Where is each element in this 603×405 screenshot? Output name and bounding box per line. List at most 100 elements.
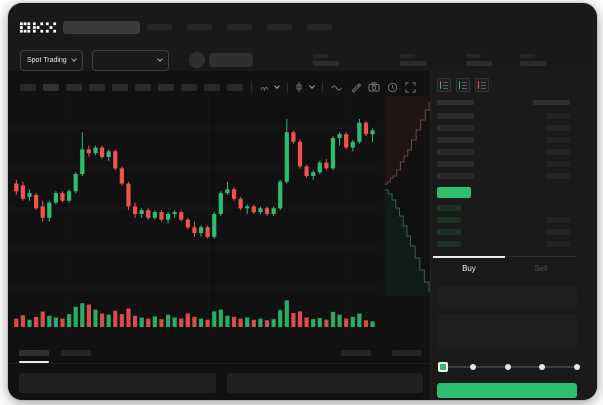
- market-type-dropdown[interactable]: Spot Trading: [20, 49, 83, 71]
- amount-percent-slider[interactable]: [438, 361, 580, 373]
- amount-placeholder: [546, 229, 570, 235]
- app-window: Spot Trading: [8, 3, 597, 400]
- orders-tabs: [8, 340, 430, 364]
- market-type-label: Spot Trading: [27, 56, 67, 64]
- toolbar-button-placeholder[interactable]: [227, 83, 243, 91]
- slider-stop-50[interactable]: [504, 364, 511, 370]
- ask-row[interactable]: [431, 158, 597, 170]
- tab-order-history[interactable]: [61, 349, 91, 356]
- candle-type-icon: [296, 82, 302, 92]
- toolbar-button-placeholder[interactable]: [43, 83, 59, 91]
- price-placeholder: [437, 113, 474, 119]
- orders-placeholder-left: [19, 373, 216, 393]
- nav-item-placeholder[interactable]: [307, 24, 332, 30]
- chevron-down-icon: [309, 83, 315, 89]
- price-placeholder: [437, 173, 474, 179]
- amount-placeholder: [546, 137, 570, 143]
- toolbar-button-placeholder[interactable]: [204, 83, 220, 91]
- candlestick-chart[interactable]: [8, 96, 430, 340]
- interval-dropdown[interactable]: [260, 83, 280, 92]
- bid-row[interactable]: [431, 238, 597, 250]
- okx-logo[interactable]: [20, 21, 57, 34]
- tab-option-right[interactable]: [392, 349, 422, 356]
- draw-tools-button[interactable]: [350, 82, 361, 93]
- slider-handle[interactable]: [438, 362, 448, 372]
- time-settings-button[interactable]: [387, 82, 398, 93]
- top-header: [8, 15, 597, 39]
- book-combined-icon[interactable]: [437, 78, 451, 92]
- amount-placeholder: [546, 217, 570, 223]
- orders-placeholder-right: [226, 373, 423, 393]
- fullscreen-button[interactable]: [405, 81, 416, 93]
- screenshot-button[interactable]: [368, 82, 380, 92]
- orders-area: [8, 364, 430, 393]
- bid-row[interactable]: [431, 226, 597, 238]
- slider-stop-75[interactable]: [539, 364, 546, 370]
- amount-input[interactable]: [437, 314, 577, 348]
- toolbar-button-placeholder[interactable]: [181, 83, 197, 91]
- sell-tab[interactable]: Sell: [534, 264, 548, 273]
- price-input[interactable]: [437, 286, 577, 307]
- orderbook-asks: [431, 110, 597, 182]
- bid-row[interactable]: [431, 214, 597, 226]
- tab-option-left[interactable]: [341, 349, 371, 356]
- ask-row[interactable]: [431, 110, 597, 122]
- slider-stop-25[interactable]: [469, 364, 476, 370]
- chevron-down-icon: [70, 56, 77, 62]
- candle-type-dropdown[interactable]: [296, 82, 315, 92]
- ask-row[interactable]: [431, 170, 597, 182]
- price-placeholder: [437, 217, 461, 223]
- toolbar-button-placeholder[interactable]: [89, 83, 105, 91]
- orderbook-header: [431, 92, 597, 105]
- draw-pencil-icon: [351, 82, 361, 93]
- amount-placeholder: [546, 113, 570, 119]
- chevron-down-icon: [156, 56, 163, 62]
- ask-row[interactable]: [431, 122, 597, 134]
- candlestick-chart-svg: [8, 96, 430, 334]
- toolbar-button-placeholder[interactable]: [66, 83, 82, 91]
- indicators-button[interactable]: [331, 83, 343, 92]
- price-placeholder: [437, 241, 461, 247]
- price-placeholder: [437, 161, 474, 167]
- buy-tab[interactable]: Buy: [462, 264, 476, 273]
- book-asks-icon[interactable]: [475, 78, 489, 92]
- sub-header: Spot Trading: [8, 49, 597, 71]
- pair-selector-dropdown[interactable]: [91, 49, 169, 71]
- price-placeholder: [437, 205, 461, 211]
- toolbar-divider: [287, 81, 288, 93]
- active-tab-indicator: [433, 256, 505, 258]
- buy-sell-tabs: Buy Sell: [433, 256, 577, 280]
- toolbar-button-placeholder[interactable]: [20, 83, 36, 91]
- interval-glyph-icon: [260, 86, 269, 91]
- price-placeholder: [437, 137, 474, 143]
- ask-row[interactable]: [431, 146, 597, 158]
- book-bids-icon[interactable]: [456, 78, 470, 92]
- price-placeholder: [437, 229, 461, 235]
- toolbar-divider: [251, 81, 252, 93]
- slider-stop-100[interactable]: [574, 364, 580, 370]
- camera-icon: [368, 82, 380, 92]
- nav-item-placeholder[interactable]: [267, 24, 292, 30]
- toolbar-button-placeholder[interactable]: [135, 83, 151, 91]
- orderbook-bids: [431, 202, 597, 250]
- nav-item-placeholder[interactable]: [227, 24, 252, 30]
- chevron-down-icon: [274, 83, 280, 89]
- coin-icon: [188, 52, 205, 68]
- amount-placeholder: [546, 125, 570, 131]
- nav-item-placeholder[interactable]: [187, 24, 212, 30]
- bid-row[interactable]: [431, 202, 597, 214]
- ask-row[interactable]: [431, 134, 597, 146]
- amount-placeholder: [546, 161, 570, 167]
- chart-toolbar: [8, 78, 430, 96]
- buy-button[interactable]: [437, 383, 577, 398]
- last-price-badge[interactable]: [437, 187, 471, 198]
- tab-open-orders[interactable]: [19, 349, 49, 363]
- price-column-header: [437, 100, 474, 105]
- toolbar-button-placeholder[interactable]: [158, 83, 174, 91]
- orderbook-trade-panel: Buy Sell: [430, 71, 597, 400]
- ticker-stat: [399, 54, 426, 66]
- search-input[interactable]: [63, 20, 140, 34]
- toolbar-button-placeholder[interactable]: [112, 83, 128, 91]
- nav-item-placeholder[interactable]: [147, 24, 172, 30]
- amount-placeholder: [546, 149, 570, 155]
